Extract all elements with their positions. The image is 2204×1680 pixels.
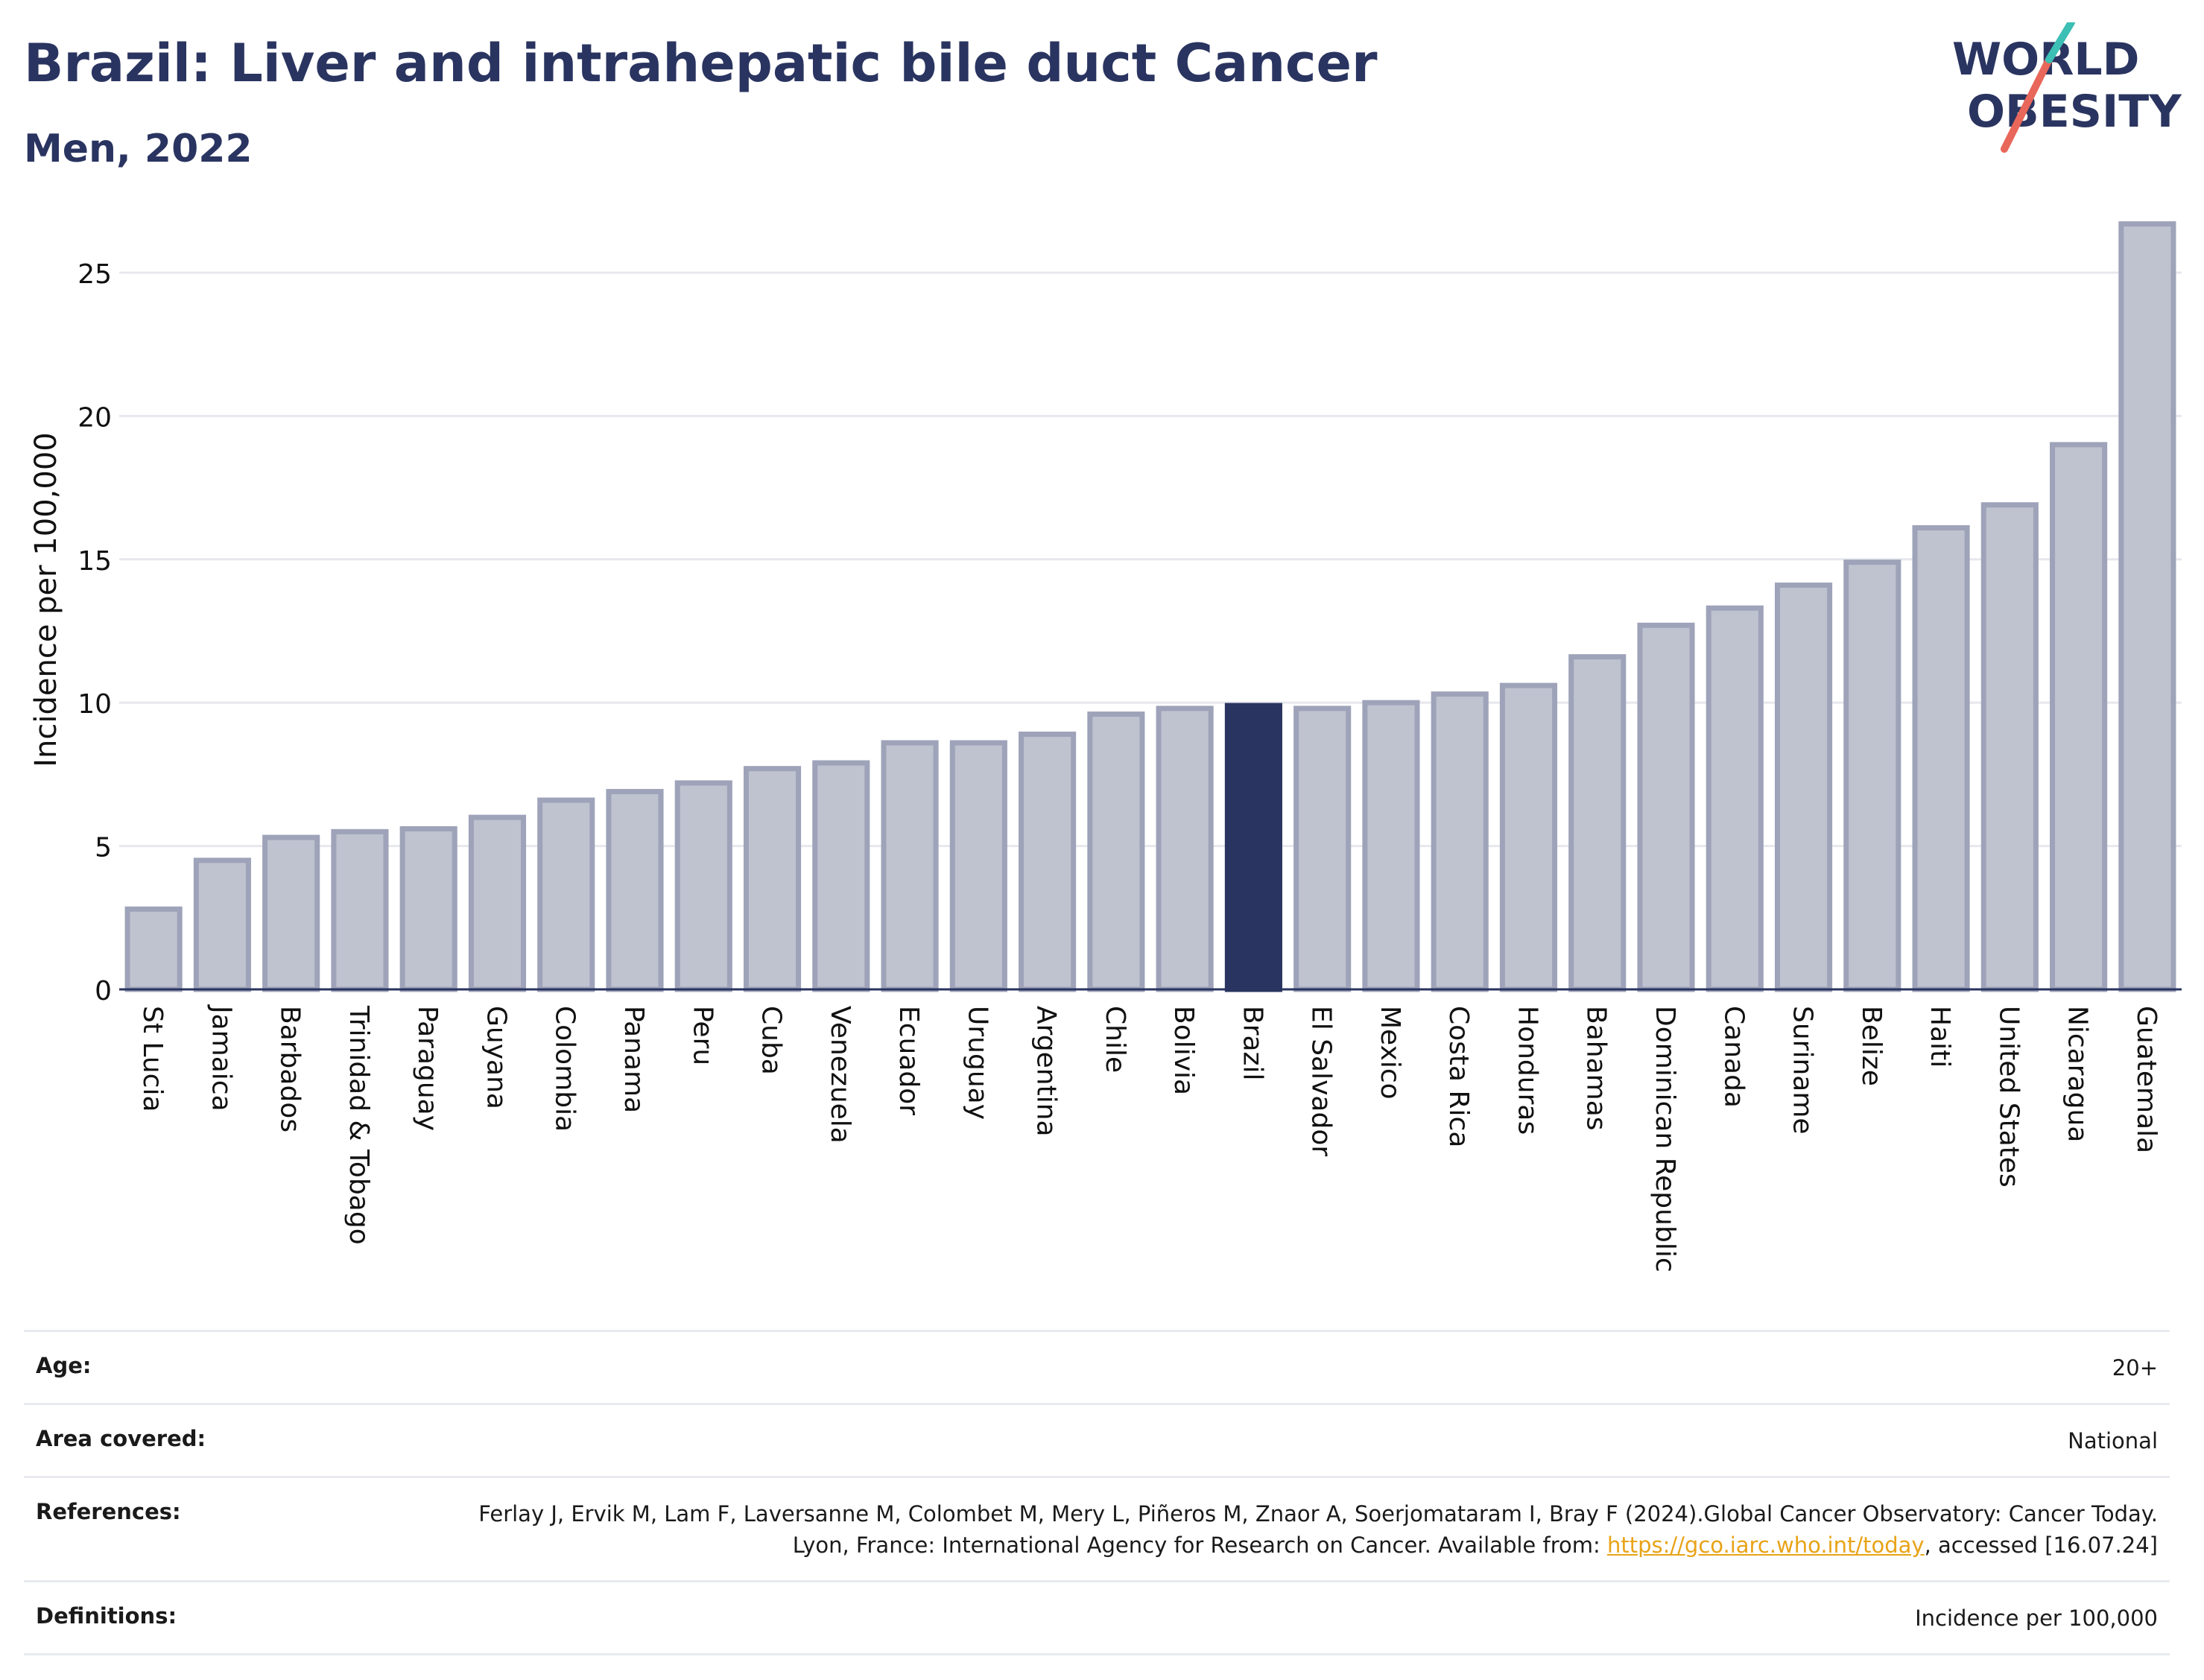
x-tick-labels: St Lucia Jamaica Barbados Trinidad & Tobago… xyxy=(137,1004,2162,1272)
y-tick-label: 5 xyxy=(95,833,112,863)
logo-slash-teal xyxy=(2045,22,2075,63)
bar-barbados xyxy=(262,834,320,992)
x-tick-label: Dominican Republic xyxy=(1650,1006,1680,1272)
definitions-value: Incidence per 100,000 xyxy=(1915,1605,2158,1631)
x-tick-label: Panama xyxy=(618,1006,649,1113)
x-tick-label: El Salvador xyxy=(1306,1006,1337,1156)
x-tick-label: Nicaragua xyxy=(2062,1006,2093,1142)
x-tick-label: Bolivia xyxy=(1168,1006,1199,1095)
x-tick-label: Belize xyxy=(1856,1006,1887,1086)
x-tick-label: United States xyxy=(1993,1006,2024,1188)
y-axis-label: Incidence per 100,000 xyxy=(29,432,63,767)
bar-haiti xyxy=(1912,524,1970,992)
bar-ecuador xyxy=(881,740,939,992)
x-tick-label: Argentina xyxy=(1031,1006,1062,1137)
metadata-table: Age: 20+ Area covered: National Referenc… xyxy=(24,1330,2170,1655)
bar-venezuela xyxy=(812,760,870,992)
bar-suriname xyxy=(1774,582,1833,992)
y-tick-label: 0 xyxy=(95,976,112,1007)
area-value: National xyxy=(2068,1428,2158,1454)
x-tick-label: Guatemala xyxy=(2131,1006,2162,1153)
x-tick-label: St Lucia xyxy=(137,1006,168,1112)
bar-jamaica xyxy=(193,858,251,992)
y-tick-label: 10 xyxy=(77,689,112,720)
x-tick-label: Suriname xyxy=(1787,1006,1818,1135)
x-tick-label: Venezuela xyxy=(825,1006,855,1144)
bars xyxy=(124,221,2176,992)
meta-row-definitions: Definitions: Incidence per 100,000 xyxy=(24,1579,2170,1655)
page-subtitle: Men, 2022 xyxy=(24,127,253,171)
x-tick-label: Barbados xyxy=(275,1006,305,1132)
bar-el-salvador xyxy=(1293,706,1352,992)
y-tick-label: 25 xyxy=(77,259,112,290)
definitions-label: Definitions: xyxy=(36,1603,177,1629)
bar-argentina xyxy=(1019,732,1077,992)
bar-costa-rica xyxy=(1431,691,1489,992)
x-tick-label: Haiti xyxy=(1925,1006,1955,1068)
x-tick-label: Canada xyxy=(1718,1006,1749,1108)
bar-bahamas xyxy=(1568,654,1627,992)
x-tick-label: Paraguay xyxy=(412,1006,443,1131)
x-tick-label: Jamaica xyxy=(206,1004,236,1112)
references-text: Ferlay J, Ervik M, Lam F, Laversanne M, … xyxy=(478,1501,2158,1558)
age-value: 20+ xyxy=(2112,1355,2158,1381)
world-obesity-logo: WORLD OBESITY xyxy=(1952,22,2182,153)
references-value: Ferlay J, Ervik M, Lam F, Laversanne M, … xyxy=(444,1499,2158,1560)
area-label: Area covered: xyxy=(36,1426,206,1452)
x-tick-label: Bahamas xyxy=(1581,1006,1612,1131)
bar-st-lucia xyxy=(124,906,183,992)
meta-row-references: References: Ferlay J, Ervik M, Lam F, La… xyxy=(24,1476,2170,1579)
bar-honduras xyxy=(1499,682,1558,992)
meta-row-age: Age: 20+ xyxy=(24,1330,2170,1403)
bar-colombia xyxy=(537,797,595,992)
logo-slash-red xyxy=(2001,56,2053,153)
y-tick-label: 15 xyxy=(77,546,112,577)
bar-bolivia xyxy=(1156,706,1214,992)
bar-cuba xyxy=(743,766,802,992)
x-tick-label: Chile xyxy=(1100,1006,1130,1073)
x-tick-label: Uruguay xyxy=(962,1006,992,1120)
grid-lines xyxy=(119,271,2182,848)
bar-peru xyxy=(674,780,732,992)
bar-brazil xyxy=(1224,703,1282,992)
logo-line2: OBESITY xyxy=(1967,86,2182,138)
x-tick-label: Costa Rica xyxy=(1443,1006,1474,1147)
references-label: References: xyxy=(36,1499,181,1525)
x-tick-label: Ecuador xyxy=(893,1006,924,1115)
bar-nicaragua xyxy=(2050,442,2108,992)
age-label: Age: xyxy=(36,1353,92,1378)
y-tick-labels: 0 5 10 15 20 25 xyxy=(77,259,112,1007)
bar-guyana xyxy=(468,814,527,992)
bar-united-states xyxy=(1980,502,2039,992)
x-tick-label: Guyana xyxy=(481,1006,511,1109)
references-accessed: , accessed [16.07.24] xyxy=(1924,1532,2158,1558)
x-tick-label: Brazil xyxy=(1237,1006,1267,1080)
y-tick-label: 20 xyxy=(77,402,112,433)
bar-guatemala xyxy=(2118,221,2176,992)
bar-paraguay xyxy=(399,826,457,992)
x-tick-label: Colombia xyxy=(550,1006,580,1132)
page-title: Brazil: Liver and intrahepatic bile duct… xyxy=(24,33,1378,94)
bar-chart: 0 5 10 15 20 25 St Lucia Jamaica Barbados Trinid… xyxy=(29,221,2182,1272)
x-tick-label: Cuba xyxy=(756,1006,787,1075)
bar-trinidad-tobago xyxy=(331,828,389,992)
meta-row-area: Area covered: National xyxy=(24,1403,2170,1476)
x-tick-label: Honduras xyxy=(1512,1006,1542,1135)
bar-dominican-republic xyxy=(1637,622,1695,992)
x-tick-label: Peru xyxy=(687,1006,718,1065)
bar-chile xyxy=(1087,711,1145,992)
bar-canada xyxy=(1706,605,1764,992)
references-link[interactable]: https://gco.iarc.who.int/today xyxy=(1606,1532,1925,1558)
bar-uruguay xyxy=(949,740,1007,992)
bar-mexico xyxy=(1362,700,1420,992)
bar-panama xyxy=(606,788,664,992)
x-tick-label: Trinidad & Tobago xyxy=(343,1005,374,1245)
bar-belize xyxy=(1843,560,1901,992)
x-tick-label: Mexico xyxy=(1375,1006,1405,1100)
